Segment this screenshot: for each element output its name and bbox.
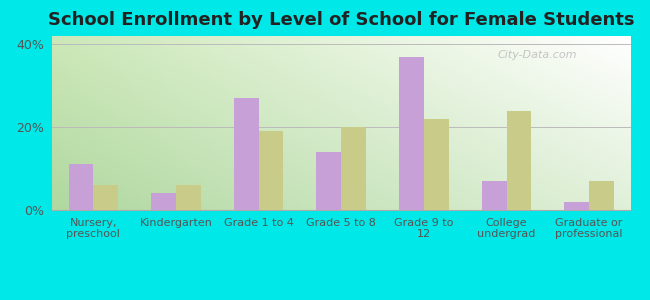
Bar — [424, 119, 448, 210]
Bar — [317, 152, 341, 210]
Bar — [341, 127, 366, 210]
Bar — [564, 202, 589, 210]
Bar — [234, 98, 259, 210]
Bar — [259, 131, 283, 210]
Bar — [94, 185, 118, 210]
Bar — [68, 164, 94, 210]
Text: City-Data.com: City-Data.com — [497, 50, 577, 60]
Bar — [151, 194, 176, 210]
Bar — [482, 181, 506, 210]
Bar — [399, 57, 424, 210]
Bar — [506, 111, 531, 210]
Title: School Enrollment by Level of School for Female Students: School Enrollment by Level of School for… — [48, 11, 634, 29]
Bar — [589, 181, 614, 210]
Bar — [176, 185, 201, 210]
